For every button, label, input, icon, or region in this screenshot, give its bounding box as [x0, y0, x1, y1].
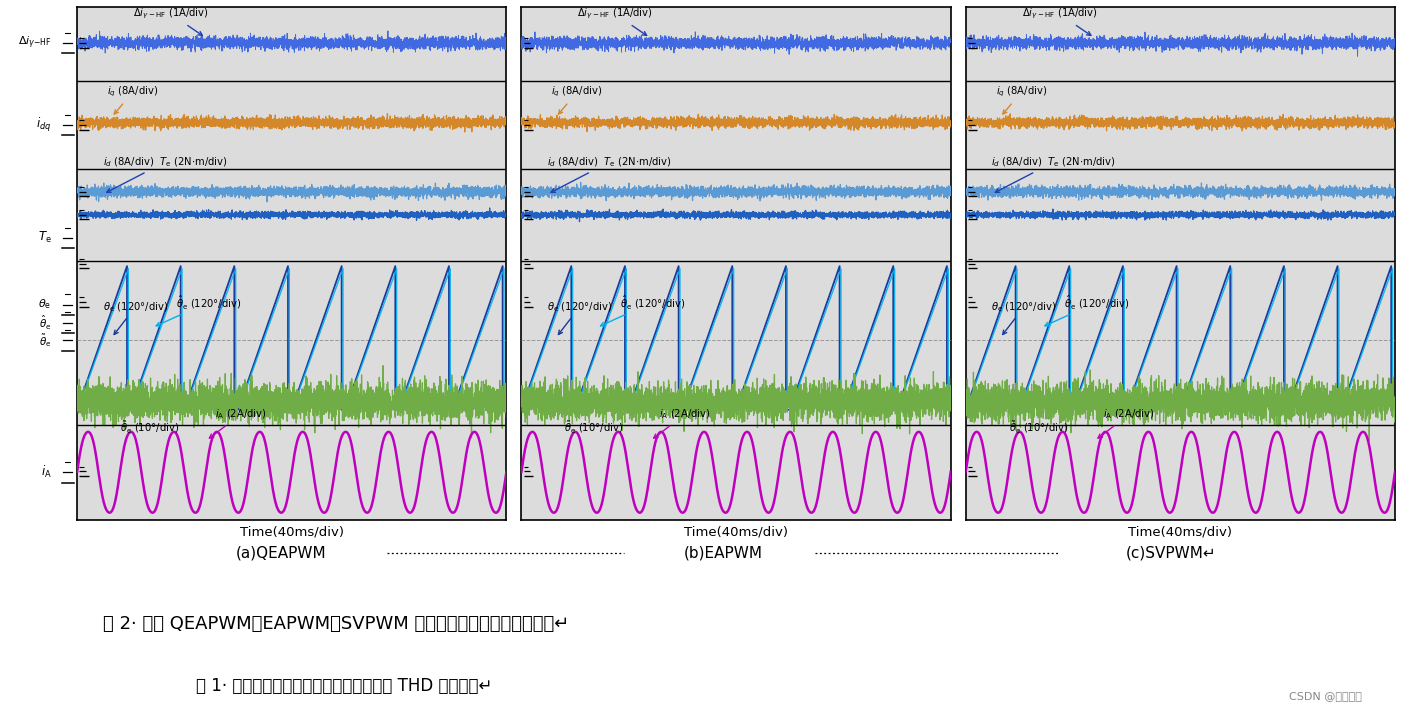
X-axis label: Time(40ms/div): Time(40ms/div): [684, 525, 788, 538]
Text: 表 1· 三种调制方式在空载与额载条件下的 THD 对比分析↵: 表 1· 三种调制方式在空载与额载条件下的 THD 对比分析↵: [196, 677, 492, 696]
Text: $i_q$ (8A/div): $i_q$ (8A/div): [551, 85, 603, 114]
Text: (b)EAPWM: (b)EAPWM: [683, 546, 763, 561]
Text: $\hat{\theta}_{\rm e}$ (120°/div): $\hat{\theta}_{\rm e}$ (120°/div): [600, 293, 686, 326]
Text: $\hat{\theta}_{\rm e}$: $\hat{\theta}_{\rm e}$: [39, 313, 52, 332]
X-axis label: Time(40ms/div): Time(40ms/div): [240, 525, 343, 538]
Text: $\tilde{\theta}_{\rm e}$ (10°/div): $\tilde{\theta}_{\rm e}$ (10°/div): [119, 412, 179, 436]
Text: $\Delta i_{\gamma-\rm{HF}}$ (1A/div): $\Delta i_{\gamma-\rm{HF}}$ (1A/div): [133, 6, 209, 36]
Text: $\Delta i_{\gamma-\rm{HF}}$ (1A/div): $\Delta i_{\gamma-\rm{HF}}$ (1A/div): [578, 6, 653, 36]
Text: $\Delta i_{\gamma\rm{-HF}}$: $\Delta i_{\gamma\rm{-HF}}$: [18, 35, 52, 51]
Text: $\hat{\theta}_{\rm e}$ (120°/div): $\hat{\theta}_{\rm e}$ (120°/div): [156, 293, 241, 326]
Text: $i_{\rm A}$ (2A/div): $i_{\rm A}$ (2A/div): [653, 408, 711, 438]
Text: $i_{\rm A}$: $i_{\rm A}$: [41, 464, 52, 481]
Text: $\tilde{\theta}_{\rm e}$ (10°/div): $\tilde{\theta}_{\rm e}$ (10°/div): [1008, 412, 1068, 436]
Text: $\tilde{\theta}_{\rm e}$: $\tilde{\theta}_{\rm e}$: [39, 332, 52, 349]
Text: $\theta_{\rm e}$ (120°/div): $\theta_{\rm e}$ (120°/div): [991, 300, 1057, 335]
Text: CSDN @极术社区: CSDN @极术社区: [1290, 691, 1361, 701]
Text: (a)QEAPWM: (a)QEAPWM: [236, 546, 327, 561]
Text: $\tilde{\theta}_{\rm e}$ (10°/div): $\tilde{\theta}_{\rm e}$ (10°/div): [564, 412, 624, 436]
Text: $\hat{\theta}_{\rm e}$ (120°/div): $\hat{\theta}_{\rm e}$ (120°/div): [1044, 293, 1130, 326]
Text: $i_q$ (8A/div): $i_q$ (8A/div): [107, 85, 158, 114]
Text: $i_d$ (8A/div)  $T_{\rm e}$ (2N$\cdot$m/div): $i_d$ (8A/div) $T_{\rm e}$ (2N$\cdot$m/d…: [102, 155, 227, 192]
Text: $i_d$ (8A/div)  $T_{\rm e}$ (2N$\cdot$m/div): $i_d$ (8A/div) $T_{\rm e}$ (2N$\cdot$m/d…: [547, 155, 672, 192]
X-axis label: Time(40ms/div): Time(40ms/div): [1129, 525, 1232, 538]
Text: $i_q$ (8A/div): $i_q$ (8A/div): [995, 85, 1047, 114]
Text: $i_{\rm A}$ (2A/div): $i_{\rm A}$ (2A/div): [1098, 408, 1155, 438]
Text: $i_{dq}$: $i_{dq}$: [36, 116, 52, 134]
Text: $\theta_{\rm e}$ (120°/div): $\theta_{\rm e}$ (120°/div): [547, 300, 613, 335]
Text: 图 2· 基于 QEAPWM、EAPWM、SVPWM 高频方波注入法额载对比实验↵: 图 2· 基于 QEAPWM、EAPWM、SVPWM 高频方波注入法额载对比实验…: [104, 614, 569, 632]
Text: $\theta_{\rm e}$: $\theta_{\rm e}$: [38, 298, 52, 311]
Text: $\theta_{\rm e}$ (120°/div): $\theta_{\rm e}$ (120°/div): [102, 300, 168, 335]
Text: (c)SVPWM↵: (c)SVPWM↵: [1126, 546, 1217, 561]
Text: $T_{\rm e}$: $T_{\rm e}$: [38, 231, 52, 246]
Text: $i_d$ (8A/div)  $T_{\rm e}$ (2N$\cdot$m/div): $i_d$ (8A/div) $T_{\rm e}$ (2N$\cdot$m/d…: [991, 155, 1116, 192]
Text: $\Delta i_{\gamma-\rm{HF}}$ (1A/div): $\Delta i_{\gamma-\rm{HF}}$ (1A/div): [1022, 6, 1098, 36]
Text: $i_{\rm A}$ (2A/div): $i_{\rm A}$ (2A/div): [209, 408, 266, 438]
